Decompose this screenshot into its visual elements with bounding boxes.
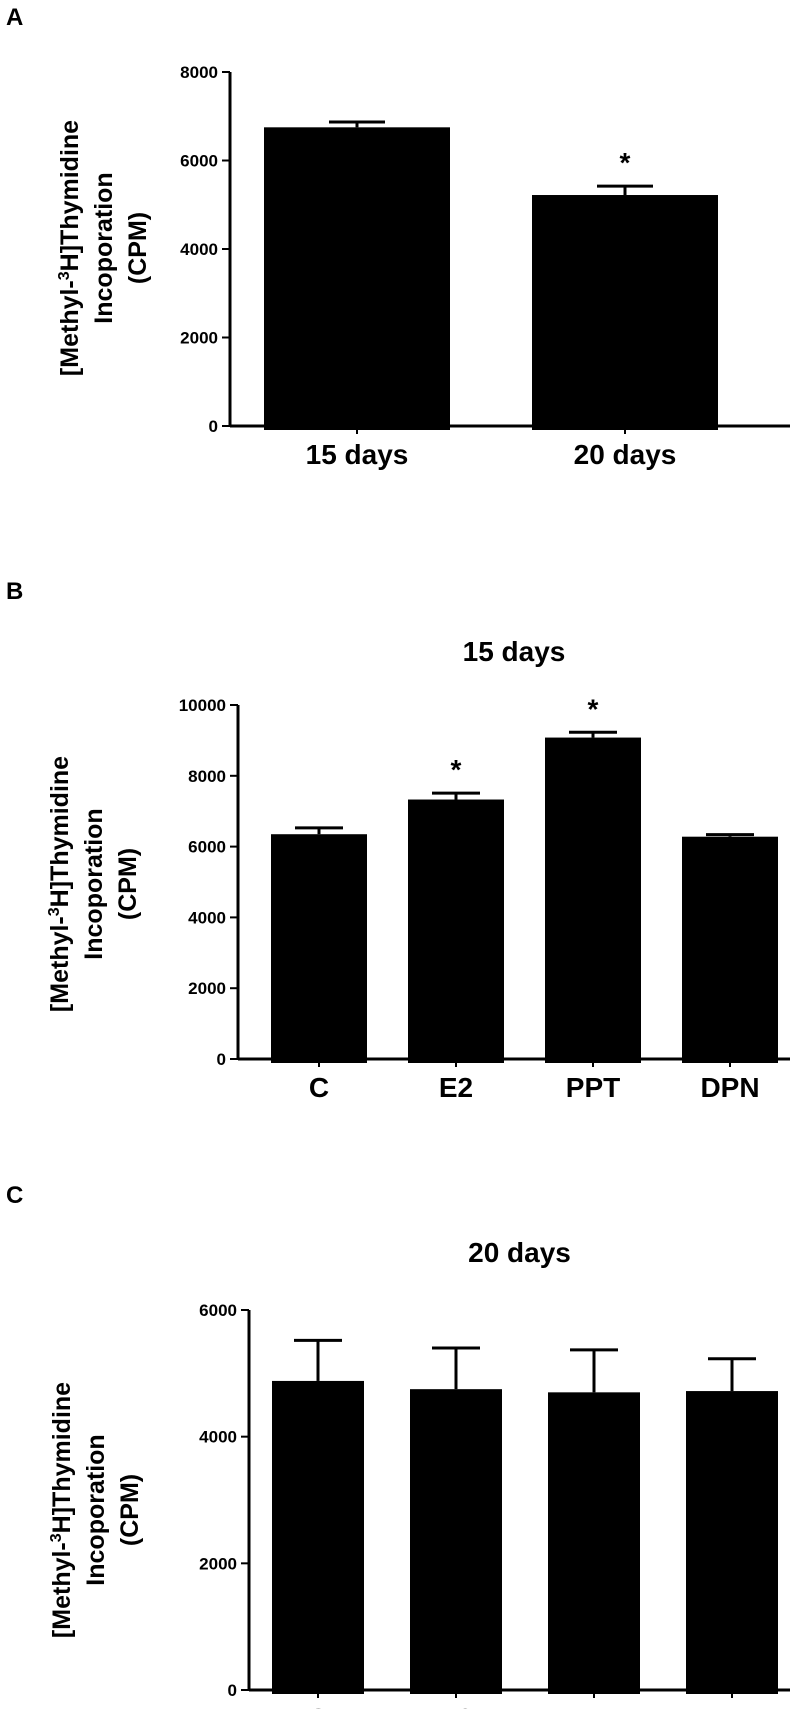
x-tick-label: E2 bbox=[439, 1072, 473, 1103]
panel-letter-a: A bbox=[6, 4, 24, 31]
y-tick-label: 6000 bbox=[180, 152, 218, 171]
y-tick-label: 8000 bbox=[188, 767, 226, 786]
y-tick-label: 4000 bbox=[188, 908, 226, 927]
panel-letter-c: C bbox=[6, 1182, 24, 1209]
chart-c: C E2 PPT DPN 0 2000 4000 6000 20 days [Methyl-3H]… bbox=[48, 1237, 790, 1709]
y-tick-label: 8000 bbox=[180, 63, 218, 82]
y-axis-label-line: [Methyl-3H]Thymidine bbox=[48, 1382, 76, 1638]
y-tick-label: 6000 bbox=[199, 1301, 237, 1320]
y-axis-label-superscript: 3 bbox=[46, 907, 63, 916]
y-axis-label-superscript: 3 bbox=[48, 1533, 65, 1542]
significance-mark: * bbox=[620, 147, 631, 178]
panel-b: B C * E2 * PPT DPN 0 2000 4000 6000 8000 10000 15 da… bbox=[0, 568, 792, 1108]
y-tick-label: 2000 bbox=[188, 979, 226, 998]
panel-letter-b: B bbox=[6, 578, 24, 605]
chart-a: 15 days * 20 days 0 2000 4000 6000 8000 [Methyl-… bbox=[56, 63, 790, 470]
y-axis-label-line: Incoporation bbox=[82, 1434, 110, 1585]
y-tick-label: 2000 bbox=[180, 329, 218, 348]
panel-c: C C E2 PPT DPN 0 2000 4000 6000 20 days [Methyl-3… bbox=[0, 1174, 792, 1709]
y-axis-label-part: H]Thymidine bbox=[56, 120, 84, 271]
y-axis-label-part: H]Thymidine bbox=[46, 756, 74, 907]
y-tick-label: 4000 bbox=[180, 240, 218, 259]
x-tick-label: E2 bbox=[439, 1703, 473, 1709]
chart-title: 20 days bbox=[468, 1237, 571, 1268]
bar bbox=[272, 1380, 364, 1694]
bar bbox=[686, 1391, 778, 1694]
chart-b: C * E2 * PPT DPN 0 2000 4000 6000 8000 10000 15 days… bbox=[46, 636, 790, 1103]
x-tick-label: 15 days bbox=[306, 439, 409, 470]
bar bbox=[548, 1392, 640, 1694]
significance-mark: * bbox=[451, 754, 462, 785]
bar bbox=[264, 127, 450, 430]
x-tick-label: PPT bbox=[567, 1703, 621, 1709]
y-tick-label: 6000 bbox=[188, 838, 226, 857]
y-tick-label: 2000 bbox=[199, 1554, 237, 1573]
y-tick-label: 10000 bbox=[179, 696, 226, 715]
panel-a: A 15 days * 20 days 0 2000 4000 6000 8000 [Methy… bbox=[0, 0, 792, 490]
y-tick-label: 0 bbox=[209, 417, 218, 436]
y-axis-label: [Methyl-3H]Thymidine Incoporation (CPM) bbox=[56, 120, 152, 376]
bar bbox=[545, 737, 641, 1063]
x-tick-label: 20 days bbox=[574, 439, 677, 470]
significance-mark: * bbox=[588, 693, 599, 724]
y-axis-label: [Methyl-3H]Thymidine Incoporation (CPM) bbox=[48, 1382, 144, 1638]
y-axis-label-line: [Methyl-3H]Thymidine bbox=[46, 756, 74, 1012]
x-tick-label: PPT bbox=[566, 1072, 620, 1103]
y-tick-label: 4000 bbox=[199, 1428, 237, 1447]
y-axis-label-line: [Methyl-3H]Thymidine bbox=[56, 120, 84, 376]
bar bbox=[410, 1389, 502, 1694]
bar bbox=[532, 195, 718, 430]
y-tick-label: 0 bbox=[228, 1681, 237, 1700]
bar bbox=[682, 836, 778, 1063]
y-axis-label-line: (CPM) bbox=[116, 1474, 144, 1546]
y-axis-label-superscript: 3 bbox=[56, 271, 73, 280]
y-axis-label-line: (CPM) bbox=[124, 212, 152, 284]
y-axis-label-part: [Methyl- bbox=[48, 1542, 76, 1638]
x-tick-label: C bbox=[309, 1072, 329, 1103]
x-tick-label: C bbox=[308, 1703, 328, 1709]
bar bbox=[408, 799, 504, 1063]
x-tick-label: DPN bbox=[702, 1703, 761, 1709]
y-tick-label: 0 bbox=[217, 1050, 226, 1069]
x-tick-label: DPN bbox=[700, 1072, 759, 1103]
y-axis-label-line: (CPM) bbox=[114, 848, 142, 920]
bar bbox=[271, 834, 367, 1063]
y-axis-label-part: [Methyl- bbox=[56, 280, 84, 376]
y-axis-label-part: H]Thymidine bbox=[48, 1382, 76, 1533]
chart-title: 15 days bbox=[463, 636, 566, 667]
y-axis-label: [Methyl-3H]Thymidine Incoporation (CPM) bbox=[46, 756, 142, 1012]
y-axis-label-part: [Methyl- bbox=[46, 916, 74, 1012]
y-axis-label-line: Incoporation bbox=[80, 808, 108, 959]
y-axis-label-line: Incoporation bbox=[90, 172, 118, 323]
